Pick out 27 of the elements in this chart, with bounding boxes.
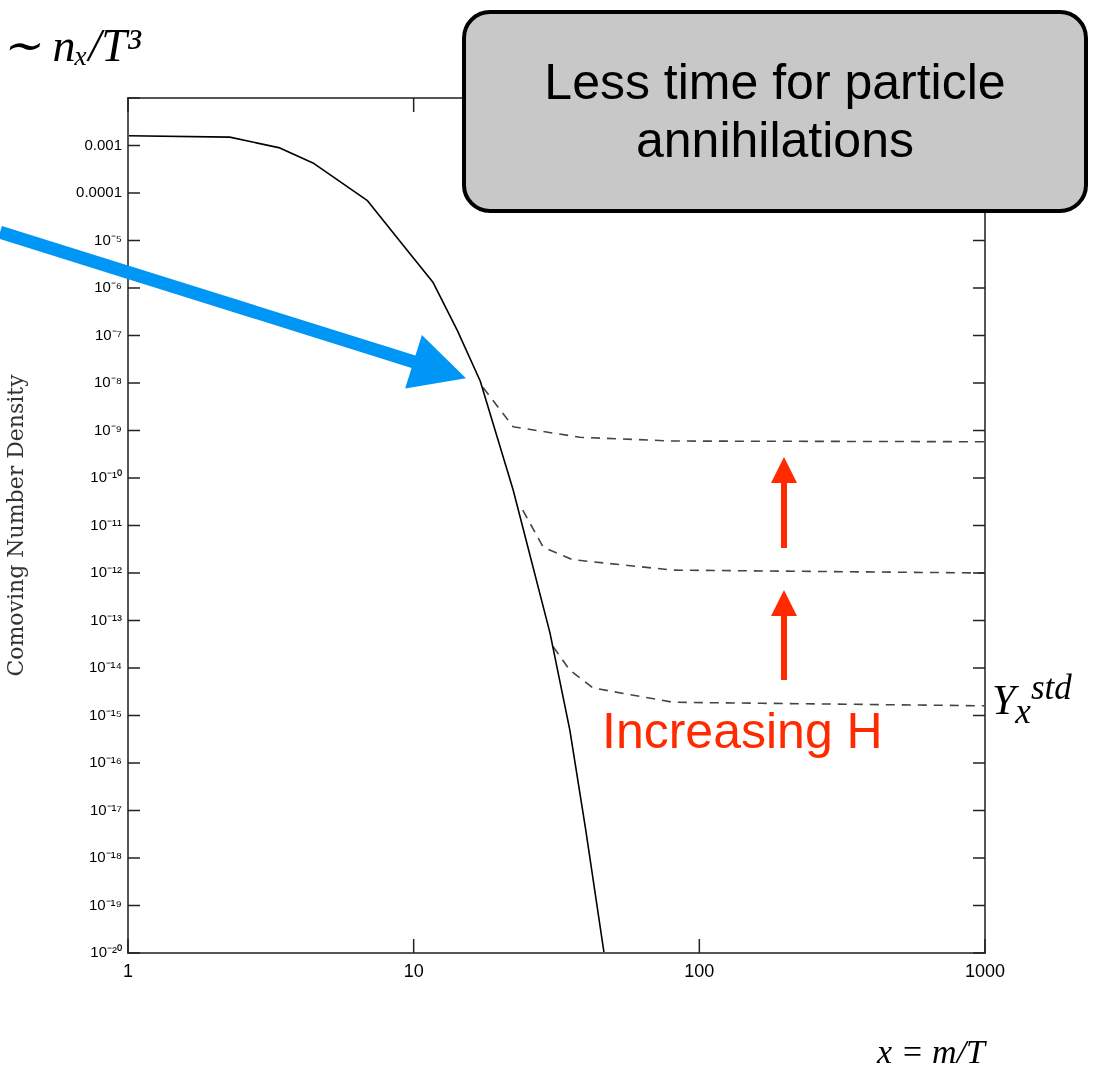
y-tick-label: 10⁻¹¹ (90, 515, 122, 533)
y-axis-title: Comoving Number Density (2, 373, 28, 677)
y-tick-label: 10⁻¹⁰ (90, 468, 122, 486)
x-tick-label: 1000 (964, 960, 1006, 981)
y-tick-label: 10⁻¹³ (90, 610, 122, 628)
y-tick-label: 10⁻¹⁹ (88, 895, 122, 913)
y-tick-label: 10⁻⁷ (94, 325, 122, 343)
x-tick-label: 10 (403, 960, 424, 981)
y-tick-label: 0.0001 (76, 183, 122, 201)
y-tick-label: 10⁻⁹ (93, 420, 122, 438)
annotation: Increasing H (602, 702, 883, 760)
y-tick-label: 0.001 (84, 135, 122, 153)
annotation: Less time for particle annihilations (543, 53, 1007, 170)
x-tick-label: 1 (122, 960, 134, 981)
y-tick-label: 10⁻¹⁶ (89, 753, 122, 771)
y-tick-label: 10⁻¹⁴ (88, 658, 122, 676)
y-tick-label: 10⁻⁸ (93, 373, 122, 391)
text: ∼ nₓ/T³ (2, 19, 141, 72)
y-tick-label: 10⁻⁶ (94, 278, 122, 296)
x-axis-title: x = m/T (876, 1032, 988, 1070)
y-tick-label: 10⁻⁵ (94, 230, 122, 248)
y-tick-label: 10⁻²⁰ (90, 943, 122, 961)
y-tick-label: 10⁻¹² (90, 563, 122, 581)
y-tick-label: 10⁻¹⁸ (88, 848, 122, 866)
x-tick-label: 100 (684, 960, 715, 981)
y-tick-label: 10⁻¹⁷ (89, 800, 122, 818)
y-tick-label: 10⁻¹⁵ (89, 705, 122, 723)
